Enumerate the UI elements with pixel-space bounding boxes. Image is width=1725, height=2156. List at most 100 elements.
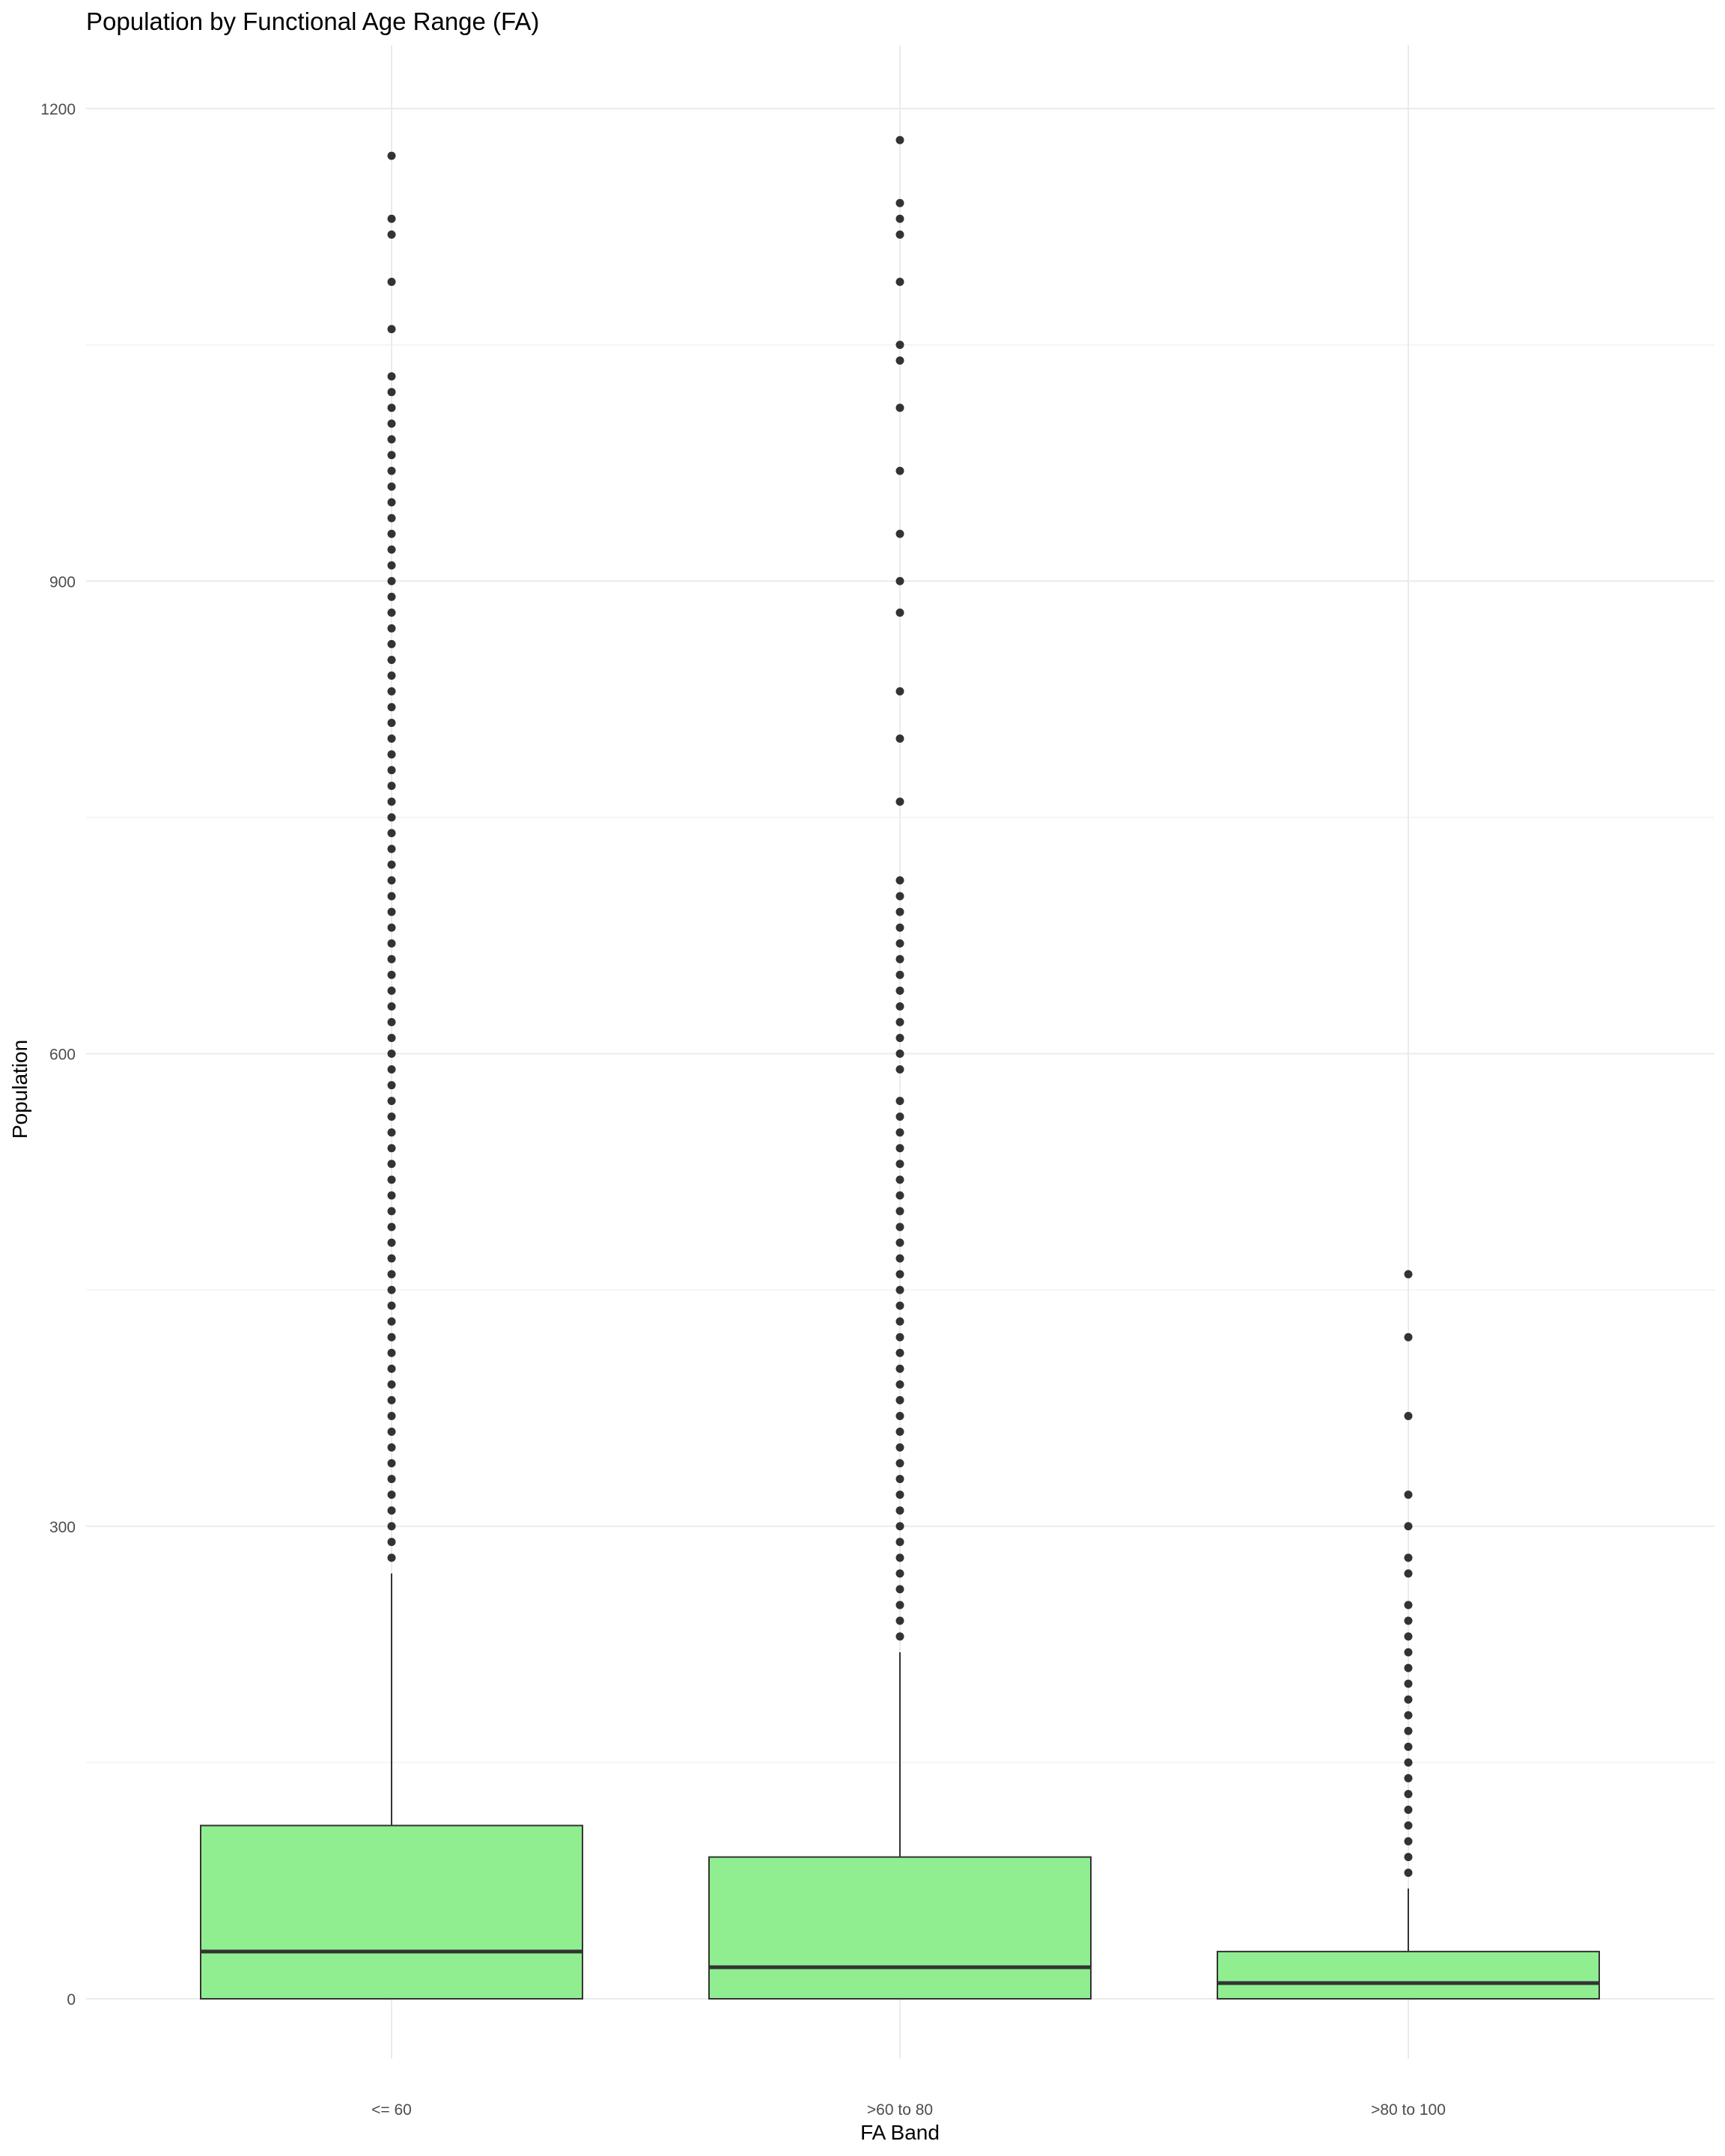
outlier-point: [895, 1033, 904, 1042]
outlier-point: [895, 687, 904, 696]
outlier-point: [387, 1333, 396, 1342]
outlier-point: [387, 325, 396, 334]
outlier-point: [895, 1380, 904, 1389]
outlier-point: [895, 1348, 904, 1357]
outlier-point: [895, 1411, 904, 1420]
outlier-point: [895, 230, 904, 239]
outlier-point: [1404, 1679, 1413, 1688]
y-tick-label: 300: [49, 1519, 76, 1536]
outlier-point: [1404, 1553, 1413, 1562]
outlier-point: [387, 829, 396, 838]
outlier-point: [895, 1285, 904, 1294]
outlier-point: [387, 1238, 396, 1247]
outlier-point: [895, 797, 904, 806]
box: [200, 1824, 583, 2000]
outlier-point: [387, 892, 396, 901]
outlier-point: [387, 435, 396, 444]
outlier-point: [387, 1191, 396, 1200]
outlier-point: [1404, 1490, 1413, 1499]
outlier-point: [1404, 1789, 1413, 1798]
outlier-point: [387, 498, 396, 507]
outlier-point: [895, 1160, 904, 1169]
outlier-point: [387, 419, 396, 428]
outlier-point: [387, 1443, 396, 1452]
outlier-point: [387, 1428, 396, 1436]
outlier-point: [387, 576, 396, 585]
outlier-point: [387, 907, 396, 916]
outlier-point: [387, 1380, 396, 1389]
outlier-point: [387, 1285, 396, 1294]
outlier-point: [387, 1348, 396, 1357]
outlier-point: [1404, 1569, 1413, 1578]
outlier-point: [387, 1538, 396, 1547]
outlier-point: [895, 1601, 904, 1610]
outlier-point: [895, 1270, 904, 1279]
outlier-point: [895, 907, 904, 916]
outlier-point: [1404, 1333, 1413, 1342]
outlier-point: [387, 1128, 396, 1137]
y-tick-label: 0: [67, 1991, 76, 2009]
outlier-point: [895, 529, 904, 538]
outlier-point: [895, 1128, 904, 1137]
chart-title: Population by Functional Age Range (FA): [86, 7, 539, 35]
outlier-point: [1404, 1773, 1413, 1782]
outlier-point: [387, 277, 396, 286]
outlier-point: [387, 782, 396, 791]
outlier-point: [387, 939, 396, 948]
outlier-point: [895, 1175, 904, 1184]
outlier-point: [387, 750, 396, 759]
outlier-point: [895, 1097, 904, 1106]
outlier-point: [1404, 1695, 1413, 1704]
outlier-point: [895, 1254, 904, 1263]
outlier-point: [1404, 1601, 1413, 1610]
outlier-point: [387, 844, 396, 853]
outlier-point: [387, 372, 396, 381]
outlier-point: [1404, 1726, 1413, 1735]
outlier-point: [895, 986, 904, 995]
outlier-point: [387, 797, 396, 806]
x-tick-label: >60 to 80: [867, 2101, 933, 2119]
outlier-point: [387, 986, 396, 995]
outlier-point: [387, 1033, 396, 1042]
outlier-point: [895, 1112, 904, 1121]
outlier-point: [1404, 1821, 1413, 1830]
outlier-point: [387, 639, 396, 648]
outlier-point: [387, 624, 396, 633]
outlier-point: [387, 1522, 396, 1531]
outlier-point: [387, 860, 396, 869]
x-axis-title: FA Band: [860, 2121, 940, 2144]
outlier-point: [387, 151, 396, 160]
outlier-point: [895, 1317, 904, 1326]
outlier-point: [387, 514, 396, 523]
outlier-point: [387, 1459, 396, 1468]
outlier-point: [387, 703, 396, 712]
outlier-point: [895, 939, 904, 948]
outlier-point: [387, 466, 396, 475]
outlier-point: [895, 277, 904, 286]
box: [1217, 1950, 1600, 2000]
outlier-point: [387, 923, 396, 932]
outlier-point: [1404, 1711, 1413, 1720]
outlier-point: [895, 734, 904, 743]
outlier-point: [895, 1490, 904, 1499]
outlier-point: [1404, 1522, 1413, 1531]
outlier-point: [387, 970, 396, 979]
outlier-point: [387, 1112, 396, 1121]
box: [708, 1856, 1092, 2000]
outlier-point: [387, 1364, 396, 1373]
outlier-point: [387, 813, 396, 822]
outlier-point: [387, 1411, 396, 1420]
outlier-point: [387, 1065, 396, 1074]
outlier-point: [895, 1207, 904, 1216]
outlier-point: [895, 1459, 904, 1468]
outlier-point: [895, 1443, 904, 1452]
outlier-point: [387, 1490, 396, 1499]
outlier-point: [387, 1017, 396, 1026]
outlier-point: [387, 876, 396, 885]
y-tick-label: 900: [49, 573, 76, 591]
outlier-point: [1404, 1758, 1413, 1767]
outlier-point: [895, 341, 904, 350]
outlier-point: [387, 545, 396, 554]
